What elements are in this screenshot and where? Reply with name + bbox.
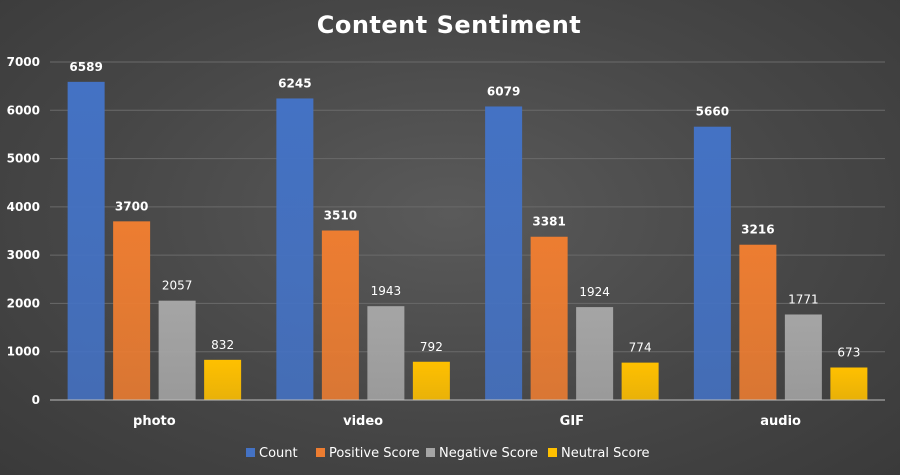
bar-neutral-score-video [412,361,450,400]
legend-label: Neutral Score [561,446,650,461]
data-labels: 6589 3700 2057 832 6245 3510 1943 792 6079 3381 19… [69,60,860,360]
bar-count-gif [485,106,523,401]
bar-count-video [276,98,314,400]
x-axis: photo video GIF audio [50,399,885,429]
bar-neutral-score-photo [204,359,242,400]
data-label: 6589 [69,60,102,74]
bar-positive-score-video [321,230,359,400]
legend-swatch [426,448,435,457]
data-label: 6245 [278,76,311,90]
data-label: 1943 [371,284,402,298]
legend-swatch [316,448,325,457]
y-tick-label: 7000 [7,55,40,69]
x-tick-label: photo [133,414,176,429]
data-label: 673 [837,346,860,360]
bar-neutral-score-audio [830,367,868,400]
y-tick-label: 6000 [7,103,40,117]
data-label: 2057 [162,279,193,293]
bar-negative-score-audio [784,314,822,400]
data-label: 3510 [324,209,357,223]
data-label: 774 [629,341,652,355]
legend-label: Count [259,446,298,461]
bar-positive-score-audio [739,244,777,400]
data-label: 3216 [741,223,774,237]
data-label: 3381 [532,215,565,229]
bars [67,81,868,401]
data-label: 3700 [115,199,148,213]
legend-label: Negative Score [439,446,538,461]
x-tick-label: video [343,414,383,429]
legend-item: Count [246,446,298,461]
bar-count-photo [67,81,105,400]
y-tick-label: 5000 [7,152,40,166]
legend-swatch [246,448,255,457]
legend: Count Positive Score Negative Score Neutral… [246,446,650,461]
y-tick-label: 4000 [7,200,40,214]
y-tick-label: 2000 [7,296,40,310]
bar-negative-score-video [367,306,405,400]
legend-label: Positive Score [329,446,420,461]
y-tick-label: 1000 [7,345,40,359]
data-label: 832 [211,338,234,352]
legend-item: Negative Score [426,446,538,461]
y-axis: 0 1000 2000 3000 4000 5000 6000 7000 [7,55,40,407]
legend-item: Positive Score [316,446,420,461]
data-label: 6079 [487,84,520,98]
bar-negative-score-gif [576,307,614,400]
data-label: 1924 [579,285,610,299]
bar-neutral-score-gif [621,362,659,400]
x-tick-label: GIF [560,414,584,429]
legend-swatch [548,448,557,457]
data-label: 1771 [788,292,819,306]
data-label: 5660 [696,105,729,119]
bar-negative-score-photo [158,300,196,400]
legend-item: Neutral Score [548,446,650,461]
y-tick-label: 0 [32,393,40,407]
data-label: 792 [420,340,443,354]
chart-title: Content Sentiment [317,11,582,39]
bar-positive-score-gif [530,236,568,400]
bar-positive-score-photo [113,221,151,400]
y-tick-label: 3000 [7,248,40,262]
bar-count-audio [693,126,731,401]
x-tick-label: audio [760,414,801,429]
